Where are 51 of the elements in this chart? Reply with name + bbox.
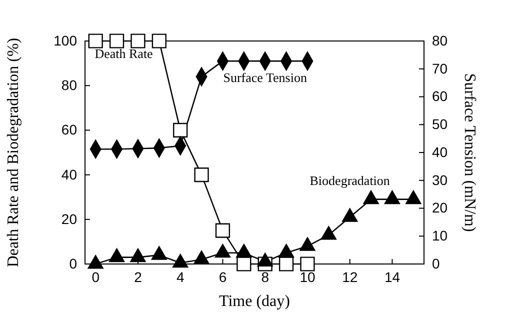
point [88, 255, 104, 269]
y-tick-label: 0 [69, 255, 78, 272]
x-tick-label: 4 [176, 268, 184, 285]
point [108, 248, 125, 262]
y2-axis-title: Surface Tension (mN/m) [461, 73, 478, 232]
point [236, 244, 252, 258]
point [342, 208, 358, 222]
series-label: Biodegradation [310, 173, 390, 188]
y2-tick-label: 70 [432, 60, 448, 76]
x-tick-label: 8 [261, 268, 270, 285]
y-tick-label: 20 [61, 210, 78, 227]
y2-tick-label: 60 [432, 88, 448, 104]
point [384, 190, 400, 204]
point [151, 246, 167, 260]
x-tick-label: 2 [134, 268, 142, 285]
x-tick-label: 12 [342, 268, 358, 285]
point [172, 254, 188, 268]
y2-tick-label: 40 [432, 144, 448, 160]
point [363, 190, 379, 204]
x-tick-label: 10 [300, 268, 316, 285]
y-axis-title: Death Rate and Biodegradation (%) [5, 38, 22, 268]
point [300, 237, 316, 251]
y2-tick-label: 0 [432, 255, 440, 272]
point [194, 167, 209, 182]
point [406, 190, 422, 204]
point [130, 248, 146, 262]
point [88, 34, 103, 48]
x-tick-label: 6 [218, 268, 227, 285]
point [130, 34, 146, 48]
point [109, 34, 124, 48]
point [257, 252, 273, 267]
x-tick-label: 14 [384, 268, 400, 285]
point [194, 250, 210, 264]
y2-tick-label: 50 [432, 116, 448, 132]
x-axis-title: Time (day) [219, 293, 290, 310]
point [152, 34, 166, 48]
y-tick-label: 40 [61, 166, 78, 182]
y2-tick-label: 20 [432, 200, 448, 216]
point [278, 244, 294, 258]
y2-tick-label: 10 [432, 228, 448, 244]
y2-tick-label: 80 [432, 32, 448, 48]
point [173, 122, 188, 138]
point [320, 226, 336, 240]
series-label: Surface Tension [223, 70, 308, 86]
x-tick-label: 0 [92, 268, 100, 285]
point [214, 244, 231, 258]
y-tick-label: 80 [61, 77, 78, 94]
y-tick-label: 100 [54, 32, 78, 48]
y-tick-label: 60 [61, 122, 78, 138]
series-label: Death Rate [94, 46, 154, 61]
y2-tick-label: 30 [432, 172, 448, 188]
